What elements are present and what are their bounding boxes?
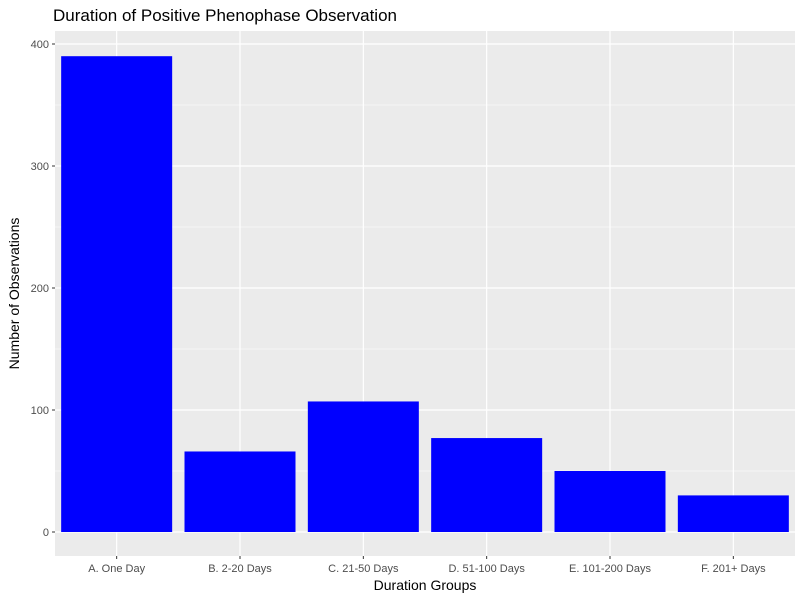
bar [307, 401, 419, 532]
y-tick-label: 200 [31, 283, 49, 295]
bars [61, 56, 789, 532]
x-tick-label: F. 201+ Days [701, 563, 766, 575]
x-tick-label: E. 101-200 Days [569, 563, 651, 575]
x-tick-label: D. 51-100 Days [448, 563, 525, 575]
y-tick-label: 0 [43, 527, 49, 539]
y-axis-ticks: 0 100 200 300 400 [31, 39, 55, 539]
x-tick-label: A. One Day [88, 563, 145, 575]
y-tick-label: 400 [31, 39, 49, 51]
bar [677, 495, 789, 532]
x-tick-label: C. 21-50 Days [328, 563, 399, 575]
grid-minor [55, 104, 795, 472]
y-axis-title: Number of Observations [6, 218, 22, 370]
y-tick-label: 100 [31, 405, 49, 417]
bar [431, 438, 543, 532]
chart-title: Duration of Positive Phenophase Observat… [53, 6, 397, 25]
x-axis-title: Duration Groups [374, 577, 477, 593]
x-axis-ticks: A. One Day B. 2-20 Days C. 21-50 Days D. 51… [88, 556, 766, 575]
plot-panel [55, 31, 795, 556]
bar [61, 56, 173, 532]
bar [554, 471, 666, 532]
x-tick-label: B. 2-20 Days [208, 563, 272, 575]
bar [184, 451, 296, 532]
y-tick-label: 300 [31, 161, 49, 173]
